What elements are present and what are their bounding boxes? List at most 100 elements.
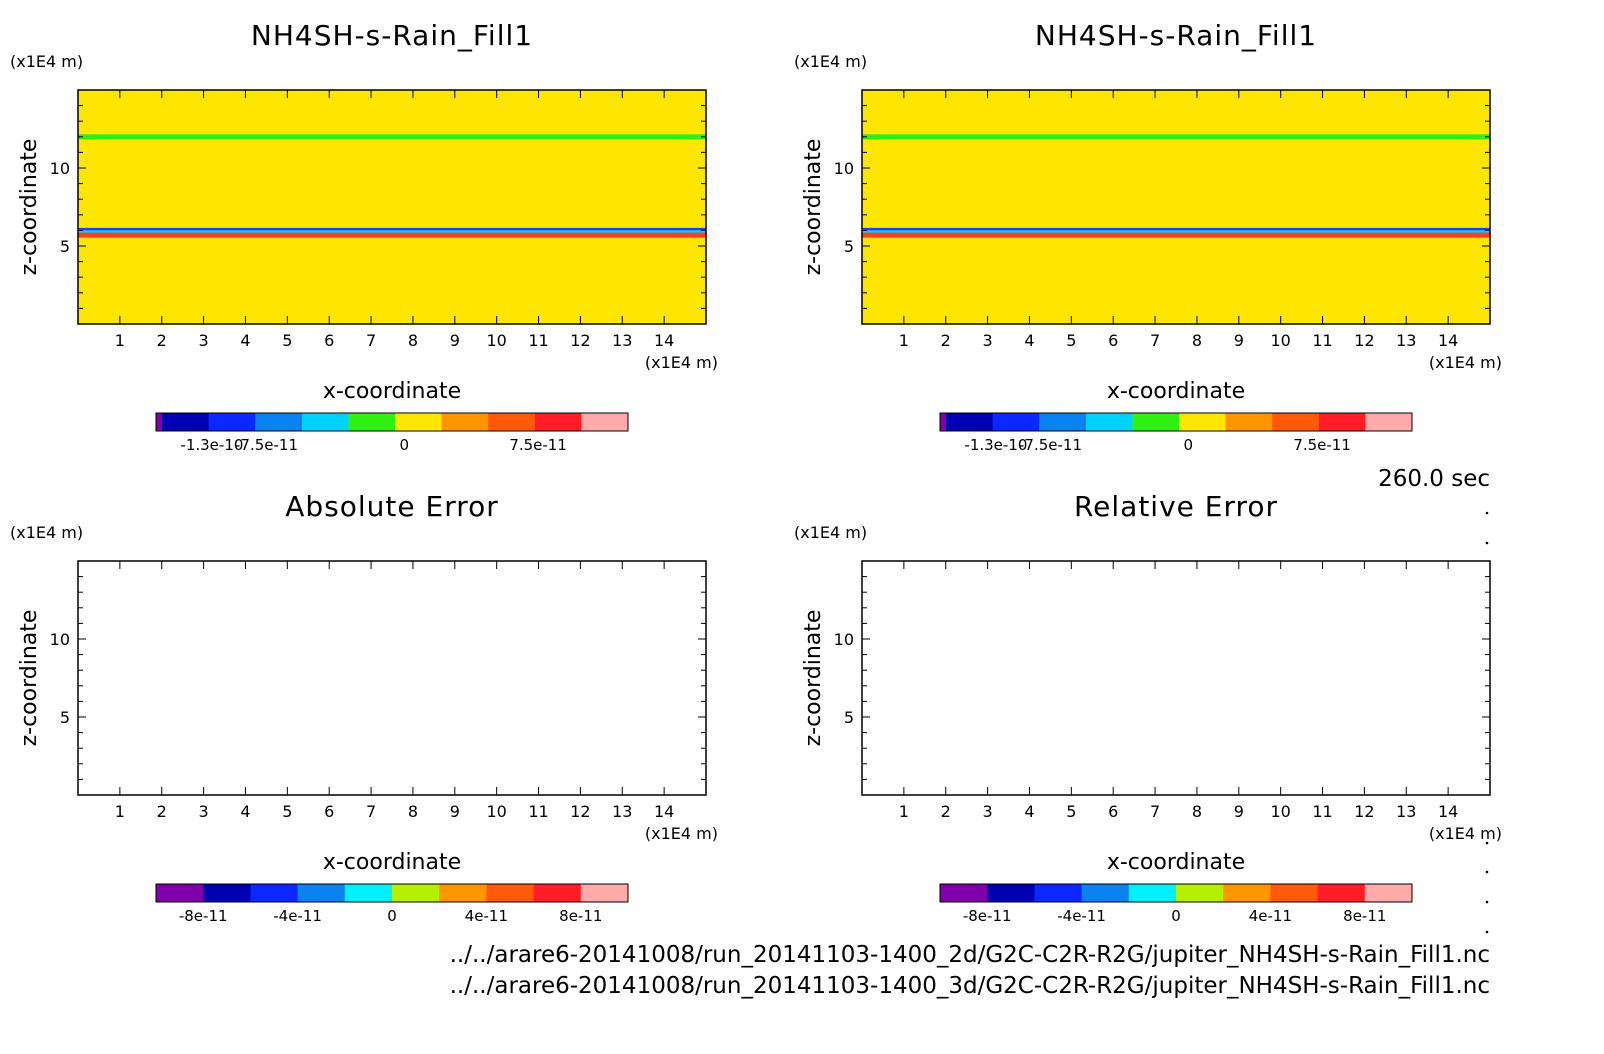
- y-axis-label: z-coordinate: [801, 610, 826, 747]
- x-tick-label: 12: [1354, 802, 1374, 821]
- colorbar-swatch: [392, 884, 440, 902]
- colorbar-swatch: [534, 413, 582, 431]
- colorbar-tick-label: -7.5e-11: [1019, 436, 1082, 454]
- x-tick-label: 5: [1066, 802, 1076, 821]
- x-tick-label: 8: [1192, 802, 1202, 821]
- x-tick-label: 4: [240, 802, 250, 821]
- colorbar-swatch: [441, 413, 489, 431]
- colorbar-swatch: [1179, 413, 1227, 431]
- x-tick-label: 11: [528, 331, 548, 350]
- x-tick-label: 10: [486, 331, 506, 350]
- colorbar-tick-label: 7.5e-11: [509, 436, 567, 454]
- y-axis-label: z-coordinate: [17, 610, 42, 747]
- colorbar-swatch: [250, 884, 299, 902]
- colorbar-swatch: [581, 413, 629, 431]
- x-tick-label: 12: [570, 802, 590, 821]
- colorbar-swatch: [1081, 884, 1130, 902]
- colorbar-swatch: [486, 884, 535, 902]
- plot-frame: [77, 560, 707, 796]
- x-tick-label: 7: [1150, 331, 1160, 350]
- colorbar-frame: [939, 883, 1413, 903]
- y-unit-label: (x1E4 m): [794, 52, 867, 71]
- y-axis-label: z-coordinate: [17, 139, 42, 276]
- margin-dot: [1485, 900, 1489, 904]
- x-axis-label: x-coordinate: [1107, 850, 1245, 875]
- x-tick-label: 3: [199, 802, 209, 821]
- colorbar-swatch: [348, 413, 396, 431]
- colorbar-swatch: [1318, 413, 1366, 431]
- axis-ticks: [77, 89, 707, 325]
- plot-frame: [77, 89, 707, 325]
- file-path-1: ../../arare6-20141008/run_20141103-1400_…: [450, 942, 1490, 968]
- colorbar-swatch: [946, 413, 994, 431]
- colorbar-tick-label: 7.5e-11: [1293, 436, 1351, 454]
- field-band-1: [78, 134, 706, 140]
- file-path-2: ../../arare6-20141008/run_20141103-1400_…: [450, 973, 1490, 999]
- colorbar-tick-label: 0: [400, 436, 410, 454]
- colorbar-tick-label: -7.5e-11: [235, 436, 298, 454]
- time-label: 260.0 sec: [1378, 466, 1490, 492]
- colorbar-swatch: [533, 884, 582, 902]
- x-tick-label: 10: [1270, 802, 1290, 821]
- colorbar-swatch: [1364, 884, 1413, 902]
- colorbar-swatch: [992, 413, 1040, 431]
- colorbar-swatch: [156, 884, 204, 902]
- colorbar-swatch: [1317, 884, 1366, 902]
- x-tick-label: 13: [612, 802, 632, 821]
- axis-ticks: [77, 560, 707, 796]
- x-tick-label: 6: [324, 331, 334, 350]
- x-tick-label: 4: [1024, 331, 1034, 350]
- colorbar-frame: [155, 412, 629, 432]
- x-tick-label: 2: [157, 331, 167, 350]
- colorbar-tick-label: 4e-11: [465, 907, 508, 925]
- x-tick-label: 11: [1312, 331, 1332, 350]
- colorbar-frame: [939, 412, 1413, 432]
- field-band-1: [862, 134, 1490, 140]
- colorbar-swatch: [301, 413, 349, 431]
- colorbar-tick-label: -4e-11: [273, 907, 322, 925]
- y-unit-label: (x1E4 m): [10, 523, 83, 542]
- colorbar-tick-label: 0: [1184, 436, 1194, 454]
- colorbar: -8e-11 -4e-11 0 4e-11 8e-11: [155, 883, 629, 925]
- colorbar-tick-label: -8e-11: [963, 907, 1012, 925]
- x-tick-label: 6: [1108, 331, 1118, 350]
- colorbar-frame: [155, 883, 629, 903]
- field-fill: [78, 90, 706, 324]
- x-tick-label: 2: [941, 802, 951, 821]
- y-tick-label: 10: [834, 159, 854, 178]
- colorbar-swatch: [1270, 884, 1319, 902]
- x-tick-label: 1: [115, 802, 125, 821]
- colorbar-swatch: [940, 884, 988, 902]
- x-tick-label: 10: [1270, 331, 1290, 350]
- plot-frame: [861, 89, 1491, 325]
- margin-dot: [1485, 511, 1489, 515]
- x-tick-label: 9: [1234, 802, 1244, 821]
- x-axis-label: x-coordinate: [1107, 379, 1245, 404]
- colorbar-tick-label: 4e-11: [1249, 907, 1292, 925]
- colorbar-tick-label: 8e-11: [1343, 907, 1386, 925]
- axis-ticks: [861, 560, 1491, 796]
- colorbar-swatch: [395, 413, 443, 431]
- x-tick-label: 1: [899, 331, 909, 350]
- colorbar-swatch: [580, 884, 629, 902]
- chart-title: NH4SH-s-Rain_Fill1: [1035, 19, 1317, 52]
- y-tick-label: 5: [60, 708, 70, 727]
- field-fill: [862, 90, 1490, 324]
- colorbar-swatch: [488, 413, 536, 431]
- x-tick-label: 9: [450, 802, 460, 821]
- x-tick-label: 8: [408, 331, 418, 350]
- chart-title: NH4SH-s-Rain_Fill1: [251, 19, 533, 52]
- chart-title: Absolute Error: [285, 490, 499, 523]
- y-unit-label: (x1E4 m): [10, 52, 83, 71]
- x-tick-label: 5: [282, 802, 292, 821]
- colorbar-tick-label: 0: [387, 907, 397, 925]
- colorbar-swatch: [1365, 413, 1413, 431]
- colorbar-tick-label: 0: [1171, 907, 1181, 925]
- chart-panel-3: Absolute Error(x1E4 m)1 2 3 4 5 6 7 8 9 10 11 12 13 1…: [10, 490, 718, 925]
- y-tick-label: 5: [60, 237, 70, 256]
- x-tick-label: 9: [450, 331, 460, 350]
- colorbar-swatch: [439, 884, 487, 902]
- y-tick-label: 5: [844, 708, 854, 727]
- colorbar-tick-label: -1.3e-10: [180, 436, 243, 454]
